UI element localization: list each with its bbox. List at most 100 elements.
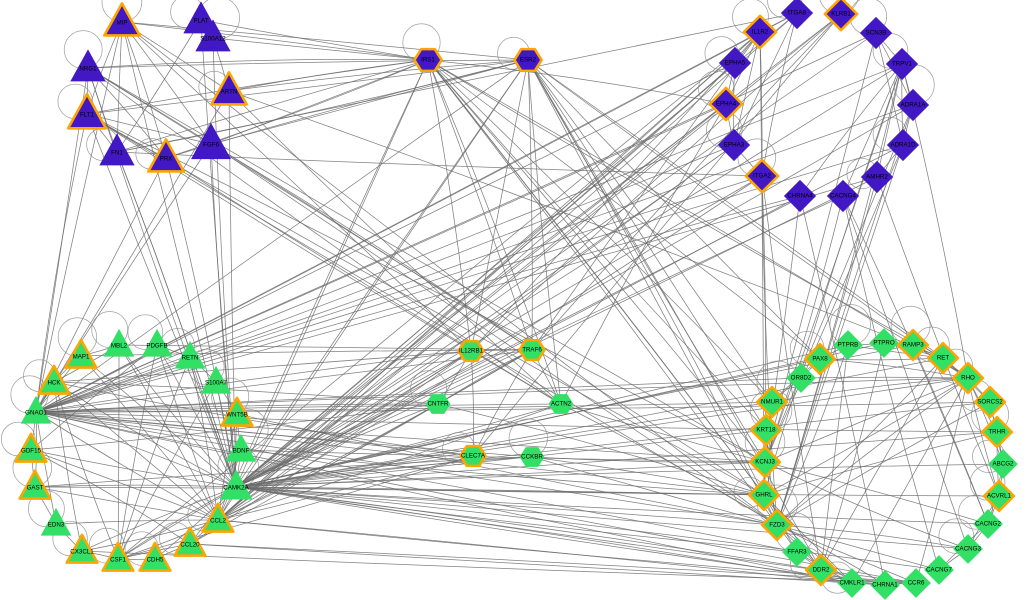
node-shape-triangle[interactable] xyxy=(37,364,71,395)
node-shape-diamond[interactable] xyxy=(718,46,752,80)
graph-node[interactable]: CMKLR1 xyxy=(837,568,867,598)
graph-node[interactable]: ABCG2 xyxy=(988,449,1018,479)
node-shape-triangle[interactable] xyxy=(210,71,248,106)
graph-node[interactable]: CHRNA4 xyxy=(783,179,817,213)
graph-node[interactable]: CCR6 xyxy=(901,568,931,598)
node-shape-triangle[interactable] xyxy=(103,328,135,357)
graph-node[interactable]: NMUR1 xyxy=(755,385,789,419)
graph-node[interactable]: CSF1 xyxy=(101,541,135,572)
node-shape-diamond[interactable] xyxy=(742,14,778,50)
node-shape-triangle[interactable] xyxy=(65,533,99,564)
graph-node[interactable]: TRHR xyxy=(980,415,1014,449)
node-shape-diamond[interactable] xyxy=(973,385,1007,419)
node-shape-diamond[interactable] xyxy=(708,86,744,122)
graph-node[interactable]: ACVRL1 xyxy=(982,479,1016,513)
graph-node[interactable]: MAP1 xyxy=(64,338,98,369)
node-shape-triangle[interactable] xyxy=(195,19,231,52)
graph-node[interactable]: PAX8 xyxy=(803,342,837,376)
graph-node[interactable]: EPHA4 xyxy=(708,86,744,122)
graph-node[interactable]: IL12RB1 xyxy=(457,339,485,363)
graph-node[interactable]: MIP xyxy=(103,2,141,37)
node-shape-diamond[interactable] xyxy=(859,16,893,50)
graph-node[interactable]: AMHR2 xyxy=(860,160,894,194)
graph-node[interactable]: PTPRO xyxy=(869,328,899,358)
graph-node[interactable]: GNAO1 xyxy=(20,395,52,424)
graph-node[interactable]: FN1 xyxy=(99,133,135,166)
node-shape-diamond[interactable] xyxy=(783,179,817,213)
graph-node[interactable]: PTPRB xyxy=(833,330,863,360)
graph-node[interactable]: KRT18 xyxy=(749,413,783,447)
node-shape-diamond[interactable] xyxy=(980,415,1014,449)
node-shape-diamond[interactable] xyxy=(837,568,867,598)
node-shape-diamond[interactable] xyxy=(860,160,894,194)
node-shape-hexagon[interactable] xyxy=(413,47,443,73)
node-shape-triangle[interactable] xyxy=(200,365,232,394)
node-shape-diamond[interactable] xyxy=(760,508,794,542)
graph-node[interactable]: FLT1 xyxy=(66,92,108,130)
node-shape-triangle[interactable] xyxy=(40,507,72,536)
node-shape-diamond[interactable] xyxy=(926,341,960,375)
node-shape-triangle[interactable] xyxy=(20,395,52,424)
graph-node[interactable]: CX3CL1 xyxy=(65,533,99,564)
node-shape-hexagon[interactable] xyxy=(548,394,574,414)
node-shape-hexagon[interactable] xyxy=(519,447,545,467)
node-shape-diamond[interactable] xyxy=(896,328,930,362)
node-shape-diamond[interactable] xyxy=(870,570,900,600)
graph-node[interactable]: RET xyxy=(926,341,960,375)
graph-node[interactable]: TRAF6 xyxy=(518,338,546,362)
graph-node[interactable]: SCN3B xyxy=(859,16,893,50)
node-shape-diamond[interactable] xyxy=(748,445,782,479)
graph-node[interactable]: FFAR3 xyxy=(782,537,812,567)
node-shape-diamond[interactable] xyxy=(755,385,789,419)
graph-node[interactable]: EPHA3 xyxy=(717,128,751,162)
node-shape-diamond[interactable] xyxy=(826,179,860,213)
node-shape-diamond[interactable] xyxy=(786,363,816,393)
graph-node[interactable]: GAST xyxy=(18,469,52,500)
node-shape-triangle[interactable] xyxy=(225,433,257,462)
graph-node[interactable]: FGF6 xyxy=(190,122,232,160)
graph-node[interactable]: CACNG4 xyxy=(826,179,860,213)
node-shape-diamond[interactable] xyxy=(749,413,783,447)
node-shape-diamond[interactable] xyxy=(803,342,837,376)
node-shape-hexagon[interactable] xyxy=(459,444,487,468)
node-shape-triangle[interactable] xyxy=(138,541,172,572)
node-shape-diamond[interactable] xyxy=(982,479,1016,513)
graph-node[interactable]: ITGA8 xyxy=(780,0,814,30)
node-shape-diamond[interactable] xyxy=(869,328,899,358)
graph-node[interactable]: BDNF xyxy=(225,433,257,462)
graph-node[interactable]: HCK xyxy=(37,364,71,395)
node-shape-hexagon[interactable] xyxy=(425,394,451,414)
graph-node[interactable]: ADRA1A xyxy=(896,88,930,122)
graph-node[interactable]: ESR2 xyxy=(513,47,543,73)
graph-node[interactable]: KCNJ3 xyxy=(748,445,782,479)
graph-node[interactable]: ADRA1D xyxy=(886,128,920,162)
graph-node[interactable]: TRPV1 xyxy=(885,47,919,81)
node-shape-triangle[interactable] xyxy=(99,133,135,166)
node-shape-diamond[interactable] xyxy=(780,0,814,30)
graph-node[interactable]: RETN xyxy=(174,340,206,369)
graph-node[interactable]: CCL20 xyxy=(173,526,207,557)
graph-node[interactable]: ITGA2 xyxy=(744,158,780,194)
graph-node[interactable]: CACNG2 xyxy=(973,509,1003,539)
node-shape-triangle[interactable] xyxy=(201,502,235,533)
node-shape-triangle[interactable] xyxy=(103,2,141,37)
node-shape-diamond[interactable] xyxy=(953,534,983,564)
node-shape-triangle[interactable] xyxy=(66,92,108,130)
node-shape-triangle[interactable] xyxy=(219,469,253,500)
node-shape-triangle[interactable] xyxy=(220,396,254,427)
graph-node[interactable]: RAMP3 xyxy=(896,328,930,362)
node-shape-diamond[interactable] xyxy=(924,555,954,585)
node-shape-diamond[interactable] xyxy=(744,158,780,194)
node-shape-triangle[interactable] xyxy=(64,338,98,369)
node-shape-triangle[interactable] xyxy=(173,526,207,557)
graph-node[interactable]: MBL2 xyxy=(103,328,135,357)
graph-node[interactable]: EDN3 xyxy=(40,507,72,536)
node-shape-triangle[interactable] xyxy=(190,122,232,160)
node-shape-diamond[interactable] xyxy=(886,128,920,162)
node-shape-triangle[interactable] xyxy=(141,328,173,357)
graph-node[interactable]: RHO xyxy=(951,361,985,395)
node-shape-triangle[interactable] xyxy=(18,469,52,500)
graph-node[interactable]: CAMK2A xyxy=(219,469,253,500)
